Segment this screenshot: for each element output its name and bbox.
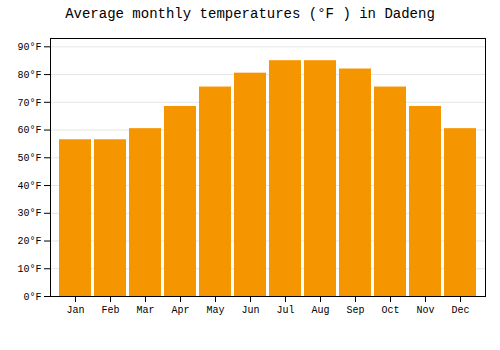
svg-text:30°F: 30°F: [17, 208, 41, 219]
svg-text:Apr: Apr: [171, 305, 189, 316]
svg-text:Dec: Dec: [451, 305, 469, 316]
svg-text:0°F: 0°F: [23, 292, 41, 303]
svg-text:Aug: Aug: [311, 305, 329, 316]
svg-text:70°F: 70°F: [17, 98, 41, 109]
svg-text:50°F: 50°F: [17, 153, 41, 164]
svg-text:Nov: Nov: [416, 305, 434, 316]
svg-text:40°F: 40°F: [17, 181, 41, 192]
svg-text:Mar: Mar: [136, 305, 154, 316]
svg-text:Feb: Feb: [101, 305, 119, 316]
svg-text:90°F: 90°F: [17, 42, 41, 53]
svg-text:20°F: 20°F: [17, 236, 41, 247]
svg-text:10°F: 10°F: [17, 264, 41, 275]
svg-text:80°F: 80°F: [17, 70, 41, 81]
svg-text:Jun: Jun: [241, 305, 259, 316]
html-text:Average monthly temperatures (: Average monthly temperatures (°F ) in Da…: [65, 6, 435, 22]
svg-text:Sep: Sep: [346, 305, 364, 316]
svg-text:60°F: 60°F: [17, 125, 41, 136]
svg-text:Jul: Jul: [276, 305, 294, 316]
svg-text:Oct: Oct: [381, 305, 399, 316]
svg-text:Jan: Jan: [66, 305, 84, 316]
svg-text:May: May: [206, 305, 224, 316]
